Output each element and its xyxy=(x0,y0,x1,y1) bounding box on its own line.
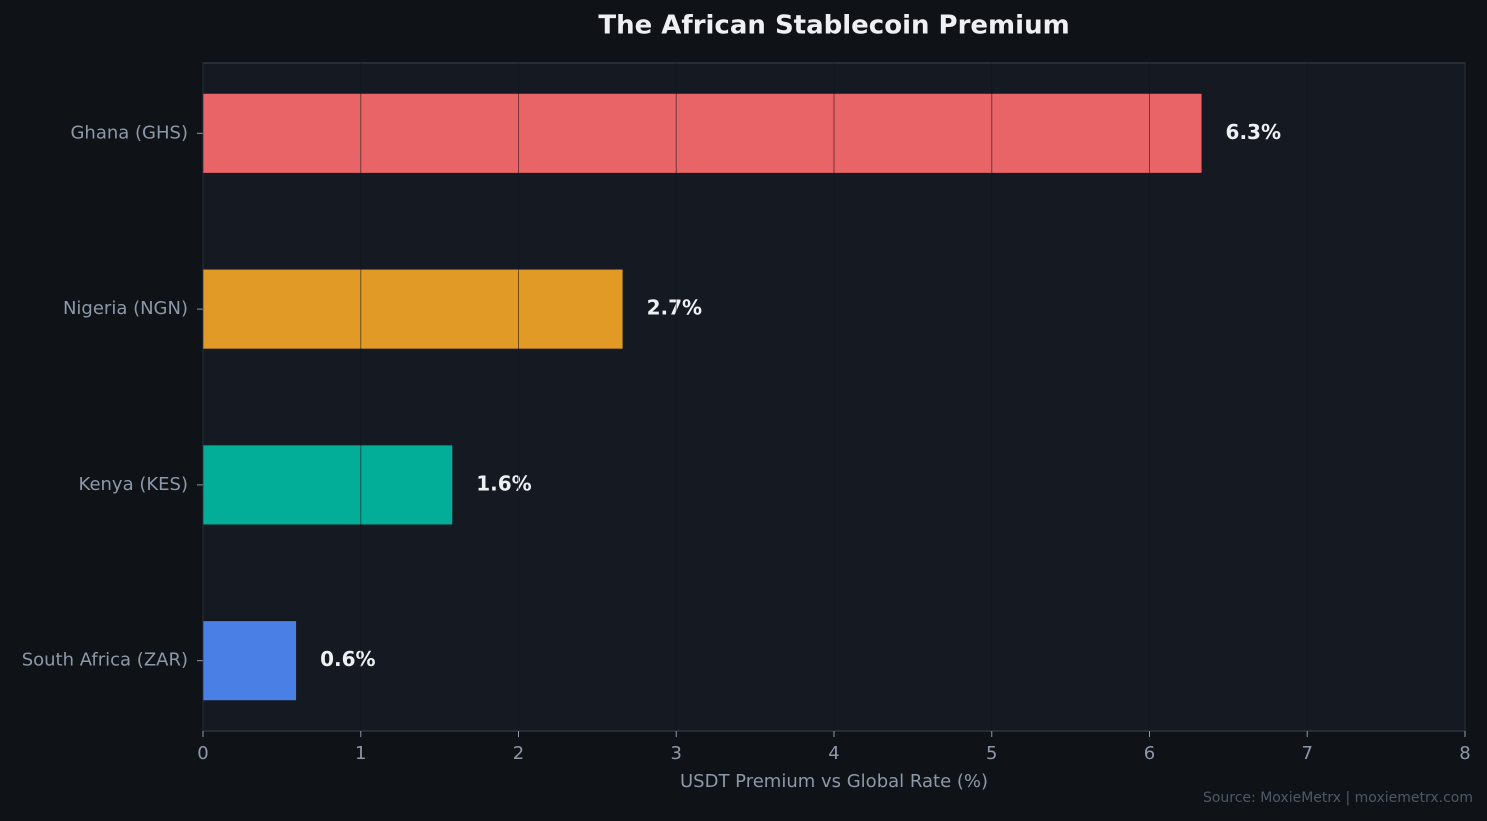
x-tick-label: 3 xyxy=(671,743,682,764)
data-label: 6.3% xyxy=(1226,120,1281,144)
data-label: 1.6% xyxy=(476,471,531,495)
x-axis-label: USDT Premium vs Global Rate (%) xyxy=(680,771,988,792)
x-tick-label: 8 xyxy=(1459,743,1470,764)
x-tick-label: 5 xyxy=(986,743,997,764)
data-label: 0.6% xyxy=(320,647,375,671)
y-tick-label: Kenya (KES) xyxy=(79,474,188,495)
data-label: 2.7% xyxy=(647,296,702,320)
source-note: Source: MoxieMetrx | moxiemetrx.com xyxy=(1203,790,1473,806)
bar xyxy=(203,93,1202,173)
bar xyxy=(203,445,453,525)
bar xyxy=(203,269,623,349)
x-tick-label: 4 xyxy=(828,743,839,764)
x-tick-label: 1 xyxy=(355,743,366,764)
bar xyxy=(203,621,297,701)
chart-title: The African Stablecoin Premium xyxy=(598,11,1069,41)
y-tick-label: Nigeria (NGN) xyxy=(63,298,188,319)
y-tick-label: South Africa (ZAR) xyxy=(22,650,188,671)
x-tick-label: 6 xyxy=(1144,743,1155,764)
x-tick-label: 7 xyxy=(1302,743,1313,764)
x-tick-label: 2 xyxy=(513,743,524,764)
x-tick-label: 0 xyxy=(197,743,208,764)
y-tick-label: Ghana (GHS) xyxy=(70,122,188,143)
